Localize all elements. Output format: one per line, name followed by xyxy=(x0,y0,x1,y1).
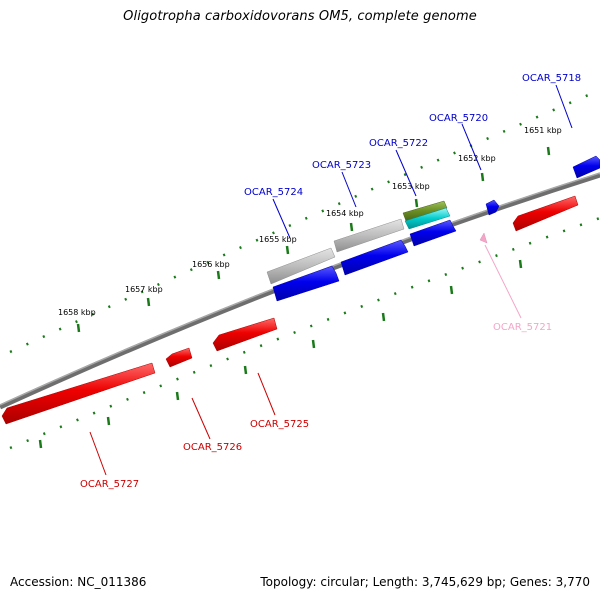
gene-label-ocar-5720[interactable]: OCAR_5720 xyxy=(429,113,488,124)
tick-label: 1658 kbp xyxy=(58,308,96,317)
accession-text: Accession: NC_011386 xyxy=(10,575,147,589)
tick-labels: 1651 kbp 1652 kbp 1653 kbp 1654 kbp 1655… xyxy=(58,126,562,317)
genome-summary-text: Topology: circular; Length: 3,745,629 bp… xyxy=(260,575,590,589)
tick-label: 1655 kbp xyxy=(259,235,297,244)
gene-labels: OCAR_5718 OCAR_5720 OCAR_5722 OCAR_5723 … xyxy=(80,73,581,490)
olive-feature-bar xyxy=(402,200,448,222)
gene-label-ocar-5726[interactable]: OCAR_5726 xyxy=(183,442,242,453)
gene-label-ocar-5727[interactable]: OCAR_5727 xyxy=(80,479,139,490)
grey-features xyxy=(266,218,405,285)
gene-label-ocar-5724[interactable]: OCAR_5724 xyxy=(244,187,303,198)
tick-label: 1651 kbp xyxy=(524,126,562,135)
gene-ocar-5720-arrow[interactable] xyxy=(485,199,500,216)
forward-genes xyxy=(272,155,600,302)
gene-ocar-5723-arrow[interactable] xyxy=(340,239,409,276)
major-ticks xyxy=(38,146,551,449)
grey-feature-bar xyxy=(266,247,336,285)
gene-ocar-5719-arrow[interactable] xyxy=(512,195,579,232)
tick-label: 1657 kbp xyxy=(125,285,163,294)
gene-ocar-5722-arrow[interactable] xyxy=(409,219,457,247)
tick-label: 1654 kbp xyxy=(326,209,364,218)
label-leaders xyxy=(89,84,573,476)
grey-feature-bar xyxy=(333,218,405,253)
gene-ocar-5726-arrow[interactable] xyxy=(165,347,193,368)
map-title: Oligotropha carboxidovorans OM5, complet… xyxy=(123,9,477,24)
gene-label-ocar-5721[interactable]: OCAR_5721 xyxy=(493,322,552,333)
gene-ocar-5727-arrow[interactable] xyxy=(1,362,156,425)
gene-label-ocar-5718[interactable]: OCAR_5718 xyxy=(522,73,581,84)
gene-label-ocar-5723[interactable]: OCAR_5723 xyxy=(312,160,371,171)
inner-tick-track xyxy=(9,216,600,450)
gene-ocar-5721-marker[interactable] xyxy=(479,232,488,244)
gene-ocar-5724-arrow[interactable] xyxy=(272,265,340,302)
gene-ocar-5718-arrow[interactable] xyxy=(572,155,600,179)
outer-tick-track xyxy=(9,88,600,354)
gene-ocar-5725-arrow[interactable] xyxy=(212,317,278,352)
gene-label-ocar-5722[interactable]: OCAR_5722 xyxy=(369,138,428,149)
reverse-genes xyxy=(1,195,579,425)
tick-label: 1652 kbp xyxy=(458,154,496,163)
gene-label-ocar-5725[interactable]: OCAR_5725 xyxy=(250,419,309,430)
cyan-feature-bar xyxy=(404,207,451,230)
tick-label: 1653 kbp xyxy=(392,182,430,191)
tick-label: 1656 kbp xyxy=(192,260,230,269)
